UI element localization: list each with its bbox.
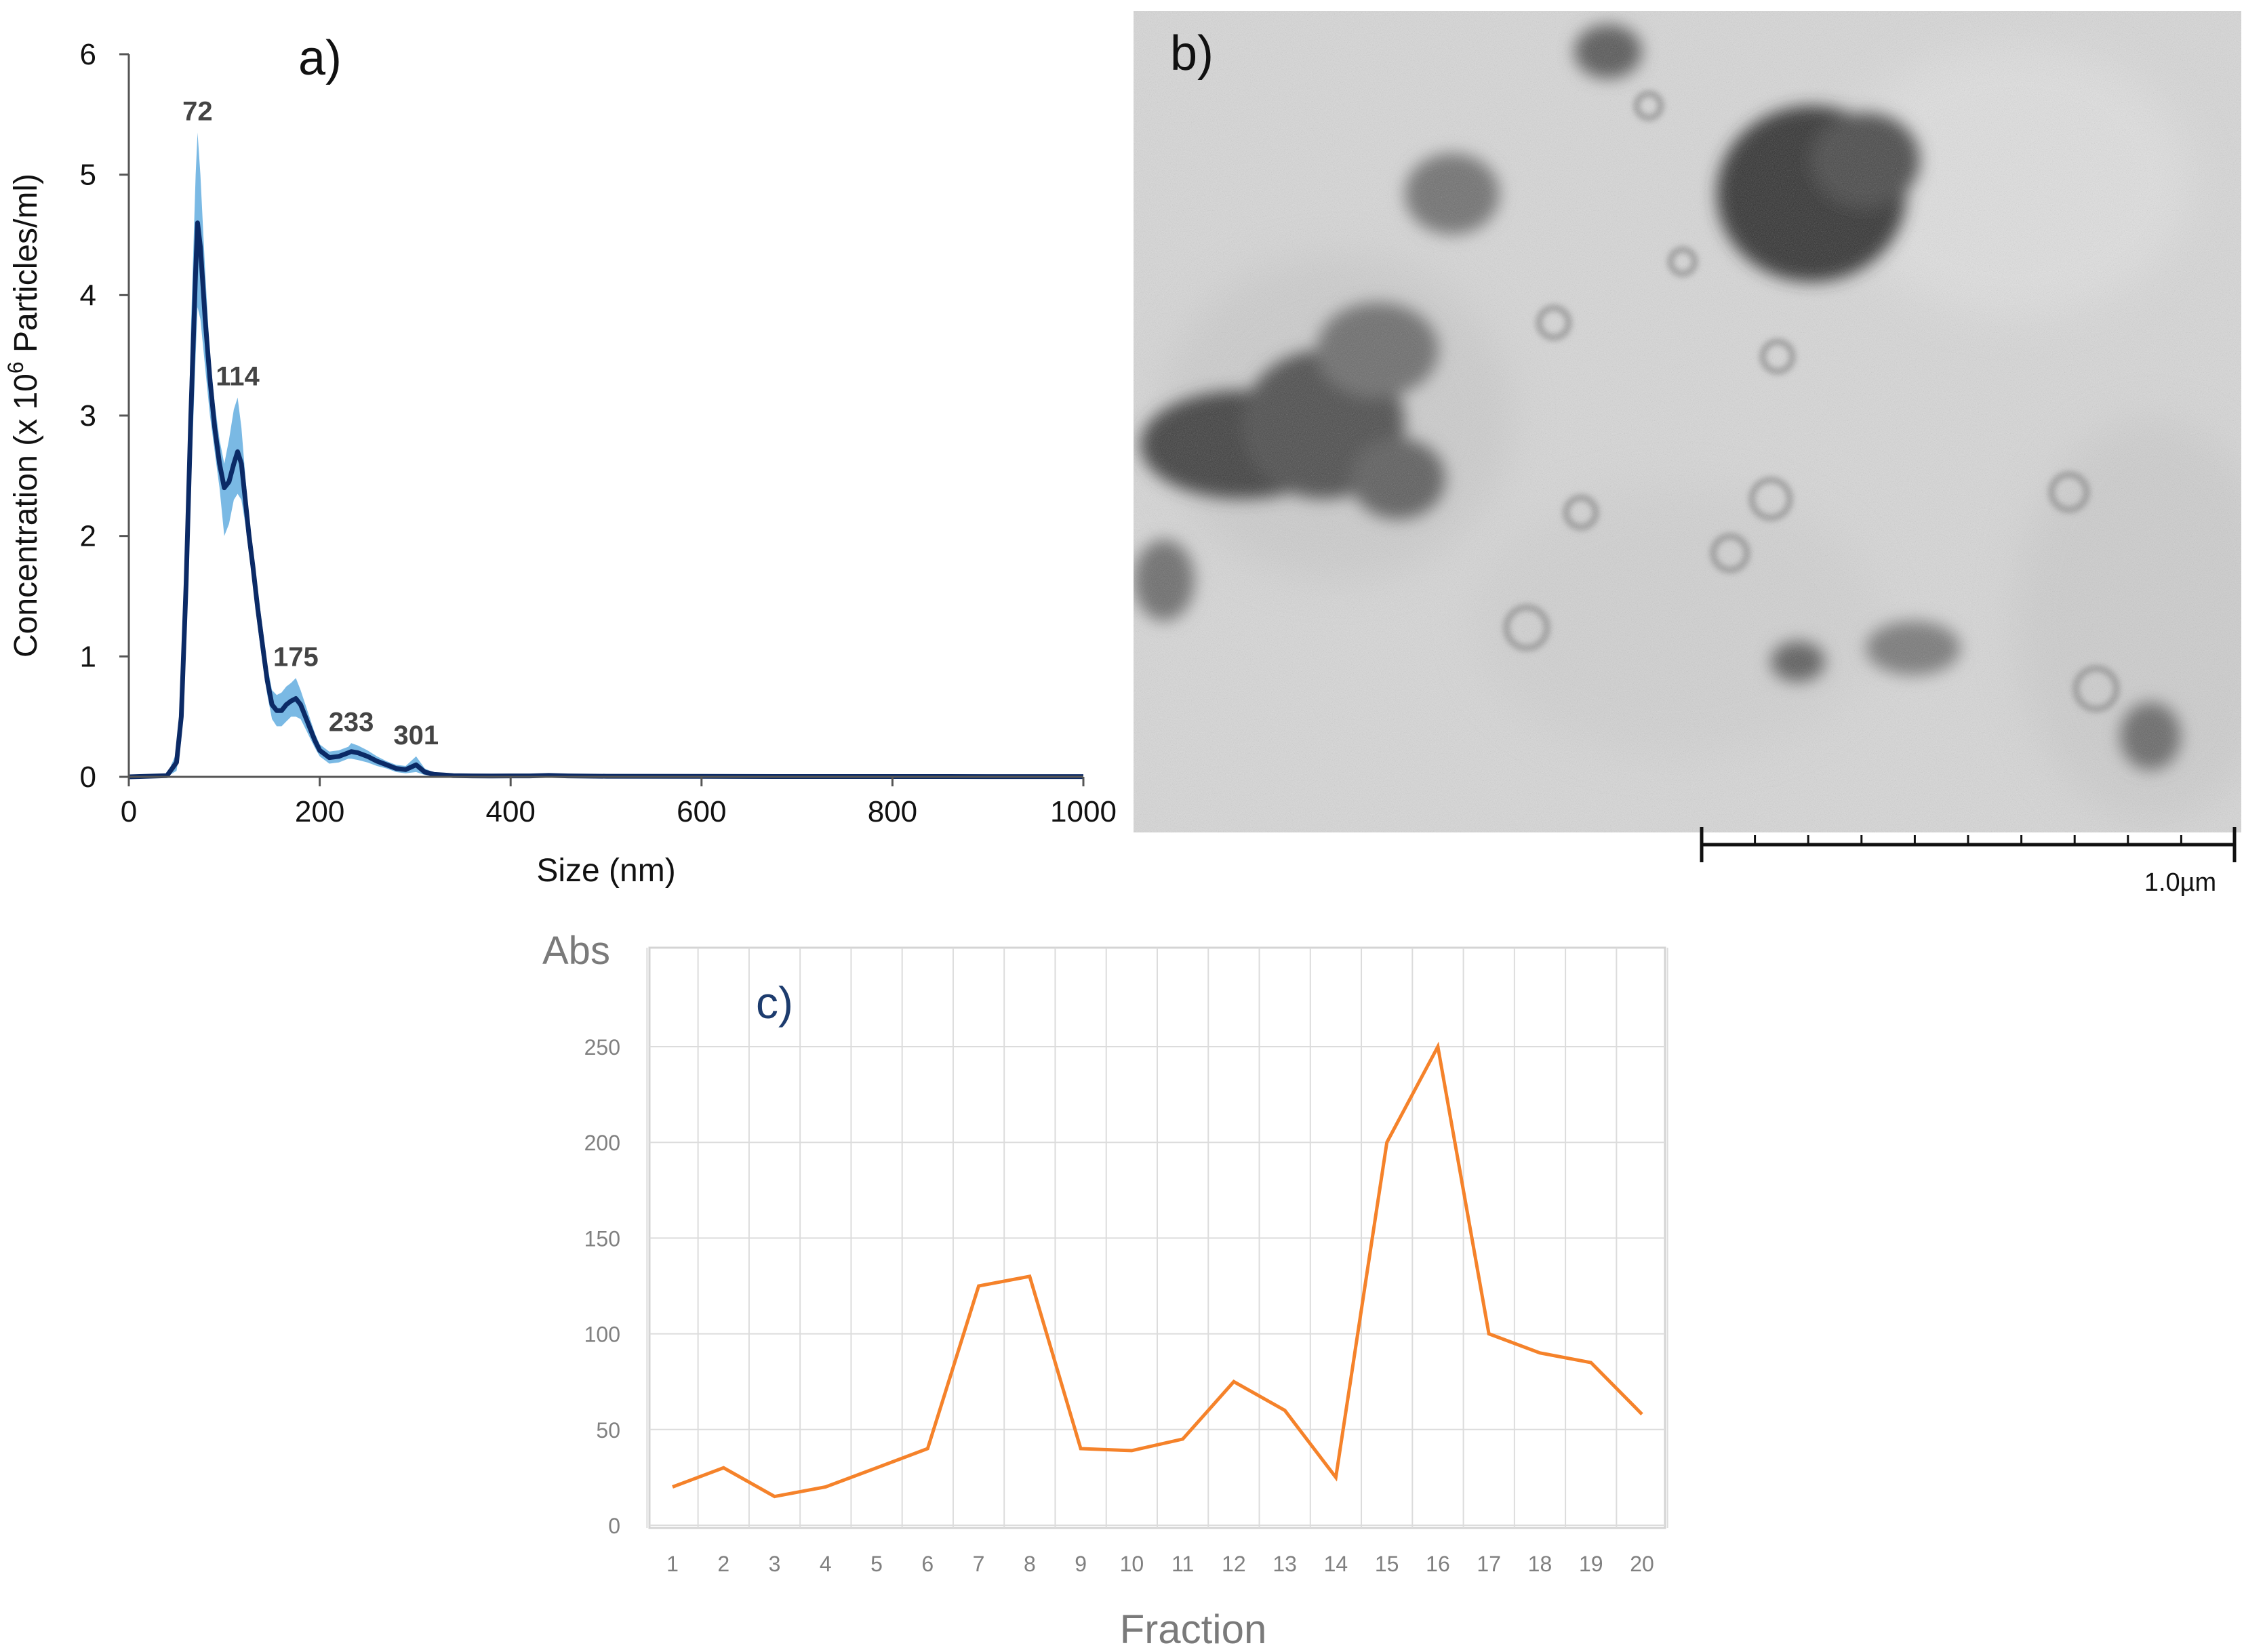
- x-tick-label: 17: [1477, 1552, 1501, 1576]
- y-tick-label: 100: [584, 1323, 620, 1347]
- panel-a-label: a): [298, 31, 342, 85]
- x-tick-label: 7: [973, 1552, 985, 1576]
- x-tick-label: 6: [921, 1552, 934, 1576]
- y-tick-label: 0: [608, 1514, 620, 1538]
- error-band: [129, 132, 1083, 777]
- y-tick-label: 200: [584, 1131, 620, 1155]
- y-axis-label-superscript: 6: [3, 361, 28, 374]
- x-tick-label: 1: [666, 1552, 679, 1576]
- abs-line-layer: [672, 1041, 1643, 1499]
- y-tick-label: 4: [80, 279, 96, 312]
- x-tick-label: 16: [1426, 1552, 1450, 1576]
- x-tick-label: 2: [717, 1552, 729, 1576]
- axis-ticks: 0 200 400 600 800 1000 0 1 2 3 4 5 6: [80, 38, 1117, 828]
- x-tick-label: 5: [870, 1552, 883, 1576]
- mean-line-layer: [128, 220, 1083, 780]
- x-tick-label: 0: [121, 795, 137, 828]
- peak-annotations: 72 114 175 233 301: [182, 96, 439, 750]
- x-tick-label: 12: [1222, 1552, 1246, 1576]
- y-tick-label: 6: [80, 38, 96, 71]
- x-tick-label: 3: [769, 1552, 781, 1576]
- x-tick-label: 600: [677, 795, 726, 828]
- x-tick-label: 9: [1075, 1552, 1087, 1576]
- x-tick-label: 14: [1324, 1552, 1348, 1576]
- x-tick-label: 1000: [1050, 795, 1117, 828]
- x-axis-label: Fraction: [1120, 1607, 1267, 1652]
- micrograph-image: [1134, 11, 2241, 832]
- x-tick-label: 200: [295, 795, 344, 828]
- x-tick-label: 8: [1024, 1552, 1036, 1576]
- y-tick-label: 150: [584, 1226, 620, 1251]
- y-tick-label: 5: [80, 159, 96, 192]
- y-tick-label: 0: [80, 761, 96, 794]
- x-tick-label: 15: [1375, 1552, 1399, 1576]
- plot-area: [648, 946, 1666, 1529]
- y-tick-label: 1: [80, 640, 96, 673]
- x-tick-label: 19: [1579, 1552, 1603, 1576]
- peak-label: 72: [182, 96, 213, 126]
- peak-label: 233: [329, 707, 374, 737]
- peak-label: 301: [393, 721, 439, 750]
- y-tick-label: 50: [596, 1418, 620, 1443]
- y-tick-label: 3: [80, 399, 96, 432]
- gridlines: [646, 948, 1668, 1528]
- x-tick-label: 13: [1273, 1552, 1297, 1576]
- y-tick-label: 250: [584, 1035, 620, 1060]
- y-axis-label-suffix: Particles/ml): [8, 174, 44, 361]
- y-tick-label: 2: [80, 520, 96, 553]
- x-tick-label: 20: [1630, 1552, 1654, 1576]
- mean-line: [128, 220, 1083, 780]
- error-band-layer: [129, 132, 1083, 777]
- tem-micrograph: b): [1134, 11, 2241, 832]
- y-axis-label: Abs: [542, 929, 610, 973]
- panel-b-label: b): [1170, 26, 1214, 81]
- x-tick-label: 11: [1171, 1552, 1194, 1576]
- x-tick-label: 400: [485, 795, 535, 828]
- x-tick-label: 4: [820, 1552, 832, 1576]
- peak-label: 175: [273, 642, 319, 672]
- x-tick-label: 800: [868, 795, 917, 828]
- y-axis-label: Concentration (x 106 Particles/ml): [3, 174, 44, 658]
- y-axis-label-prefix: Concentration (x 10: [8, 374, 44, 658]
- x-axis-label: Size (nm): [536, 853, 675, 889]
- panel-c-label: c): [756, 978, 793, 1028]
- x-tick-label: 18: [1528, 1552, 1552, 1576]
- abs-line: [672, 1041, 1643, 1499]
- peak-label: 114: [216, 361, 260, 391]
- x-tick-label: 10: [1120, 1552, 1144, 1576]
- scale-bar-label: 1.0µm: [2144, 868, 2216, 897]
